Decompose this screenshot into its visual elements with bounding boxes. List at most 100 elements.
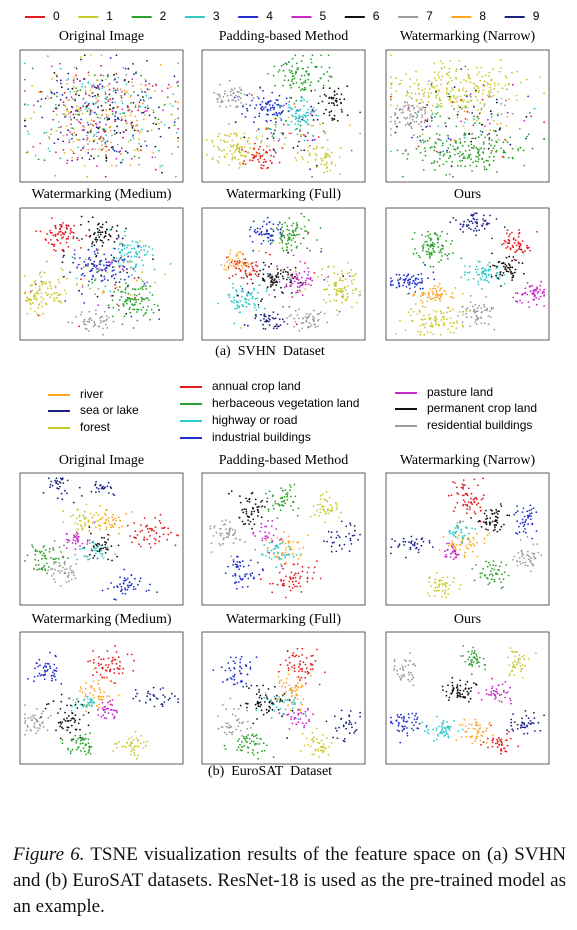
scatter-point (260, 506, 263, 508)
scatter-point (324, 521, 326, 524)
scatter-point (423, 121, 426, 124)
scatter-point (294, 277, 297, 280)
scatter-point (447, 137, 450, 140)
scatter-point (124, 589, 127, 591)
scatter-point (276, 103, 279, 106)
scatter-point (163, 124, 166, 126)
scatter-point (108, 306, 110, 309)
scatter-point (437, 261, 440, 263)
scatter-point (331, 119, 334, 121)
scatter-point (359, 132, 361, 135)
scatter-point (259, 103, 262, 106)
scatter-point (89, 512, 92, 515)
scatter-point (115, 54, 118, 57)
scatter-point (455, 219, 457, 222)
scatter-point (286, 323, 289, 325)
scatter-point (451, 101, 454, 104)
scatter-point (321, 268, 323, 270)
scatter-point (289, 495, 292, 498)
scatter-point (445, 140, 448, 142)
scatter-point (335, 293, 338, 296)
scatter-point (478, 149, 481, 151)
scatter-point (467, 271, 469, 274)
scatter-point (483, 103, 486, 105)
scatter-point (299, 585, 302, 588)
legend-label: herbaceous vegetation land (212, 396, 359, 410)
scatter-point (480, 322, 483, 325)
scatter-point (244, 163, 247, 165)
scatter-point (243, 136, 246, 139)
scatter-point (247, 324, 249, 327)
scatter-point (511, 279, 513, 281)
scatter-point (129, 251, 132, 254)
scatter-point (267, 510, 270, 512)
scatter-point (81, 286, 84, 288)
scatter-point (144, 114, 146, 116)
scatter-point (468, 265, 471, 268)
scatter-point (70, 571, 73, 574)
scatter-point (287, 79, 290, 82)
scatter-point (245, 265, 248, 267)
scatter-point (283, 320, 286, 323)
scatter-point (319, 227, 322, 229)
scatter-point (297, 120, 300, 123)
scatter-point (300, 60, 303, 62)
scatter-point (61, 269, 64, 271)
scatter-point (65, 292, 67, 295)
scatter-point (63, 568, 66, 571)
scatter-point (121, 323, 124, 326)
scatter-point (77, 146, 79, 149)
scatter-point (282, 567, 284, 570)
scatter-point (336, 506, 338, 508)
scatter-point (134, 588, 137, 590)
scatter-point (414, 112, 417, 114)
scatter-point (76, 266, 78, 269)
scatter-point (125, 90, 128, 93)
scatter-point (435, 95, 438, 97)
scatter-point (84, 102, 86, 105)
legend-label: forest (80, 420, 111, 434)
scatter-point (155, 84, 158, 87)
scatter-point (485, 509, 487, 512)
scatter-point (424, 111, 427, 113)
scatter-point (248, 500, 251, 503)
scatter-point (406, 122, 409, 124)
scatter-point (424, 150, 427, 153)
scatter-point (311, 175, 313, 178)
scatter-point (328, 293, 331, 296)
scatter-point (474, 122, 476, 125)
scatter-point (508, 98, 510, 100)
scatter-point (95, 486, 98, 489)
scatter-point (251, 261, 254, 264)
scatter-point (253, 306, 256, 309)
scatter-point (258, 250, 261, 253)
scatter-point (526, 135, 528, 138)
scatter-point (95, 266, 97, 268)
scatter-point (416, 313, 419, 315)
scatter-point (429, 237, 432, 240)
scatter-point (287, 535, 290, 538)
scatter-point (40, 550, 43, 553)
scatter-point (319, 311, 322, 314)
scatter-point (219, 534, 222, 537)
scatter-point (93, 139, 96, 141)
scatter-point (457, 105, 460, 107)
scatter-point (290, 274, 293, 276)
scatter-point (89, 123, 92, 126)
scatter-point (126, 577, 129, 580)
scatter-cloud (390, 54, 545, 178)
scatter-point (417, 83, 420, 85)
scatter-point (114, 91, 117, 94)
scatter-point (158, 309, 161, 311)
scatter-point (155, 532, 158, 534)
scatter-point (242, 305, 245, 307)
scatter-point (321, 493, 324, 496)
scatter-point (86, 175, 88, 178)
scatter-point (432, 292, 435, 294)
scatter-point (50, 243, 53, 246)
scatter-point (493, 144, 496, 147)
scatter-point (454, 153, 456, 156)
scatter-point (493, 264, 496, 267)
scatter-point (177, 101, 180, 104)
scatter-point (429, 239, 432, 242)
